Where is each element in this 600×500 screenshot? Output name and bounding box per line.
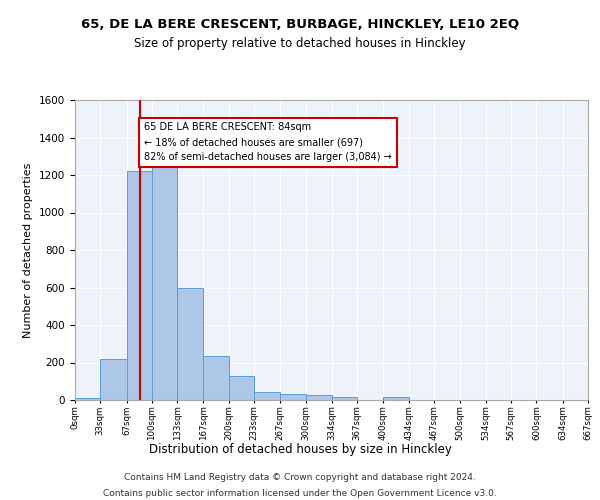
Text: Contains HM Land Registry data © Crown copyright and database right 2024.: Contains HM Land Registry data © Crown c…: [124, 472, 476, 482]
Text: Size of property relative to detached houses in Hinckley: Size of property relative to detached ho…: [134, 38, 466, 51]
Bar: [280, 394, 306, 400]
Bar: [229, 376, 254, 400]
Text: 65, DE LA BERE CRESCENT, BURBAGE, HINCKLEY, LE10 2EQ: 65, DE LA BERE CRESCENT, BURBAGE, HINCKL…: [81, 18, 519, 30]
Bar: [254, 392, 280, 400]
Bar: [100, 359, 127, 400]
Bar: [203, 356, 229, 400]
Bar: [177, 288, 203, 400]
Text: Distribution of detached houses by size in Hinckley: Distribution of detached houses by size …: [149, 442, 451, 456]
Bar: [332, 397, 357, 400]
Bar: [383, 397, 409, 400]
Bar: [127, 171, 152, 400]
Bar: [306, 396, 332, 400]
Text: 65 DE LA BERE CRESCENT: 84sqm
← 18% of detached houses are smaller (697)
82% of : 65 DE LA BERE CRESCENT: 84sqm ← 18% of d…: [144, 122, 392, 162]
Y-axis label: Number of detached properties: Number of detached properties: [23, 162, 34, 338]
Bar: [152, 158, 177, 400]
Text: Contains public sector information licensed under the Open Government Licence v3: Contains public sector information licen…: [103, 489, 497, 498]
Bar: [75, 398, 100, 400]
